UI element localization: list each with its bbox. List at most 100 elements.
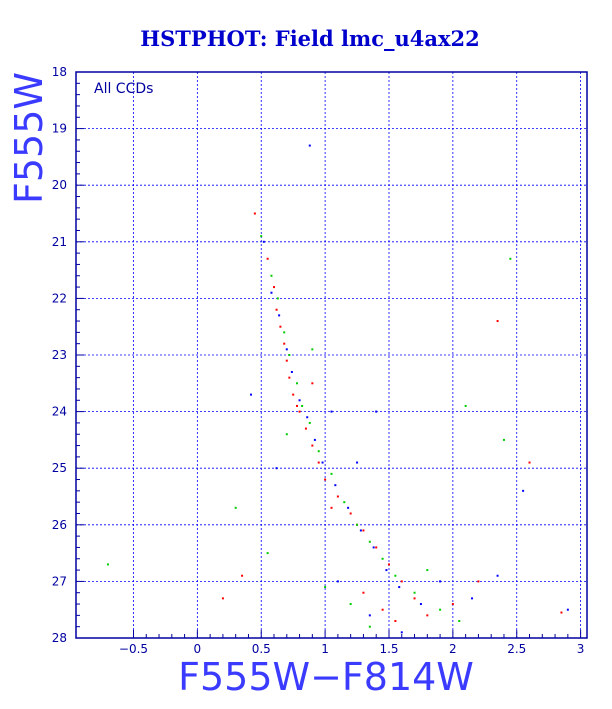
data-point — [278, 314, 281, 317]
x-tick-label: 1 — [321, 642, 329, 656]
data-point — [253, 212, 256, 215]
data-point — [458, 620, 461, 623]
x-tick-label: −0.5 — [119, 642, 148, 656]
data-point — [234, 506, 237, 509]
data-point — [387, 563, 390, 566]
data-point — [304, 427, 307, 430]
data-point — [372, 546, 375, 549]
data-point — [285, 348, 288, 351]
data-point — [285, 433, 288, 436]
data-point — [296, 382, 299, 385]
data-point — [375, 546, 378, 549]
data-point — [496, 574, 499, 577]
data-point — [306, 416, 309, 419]
data-point — [400, 580, 403, 583]
data-point — [347, 506, 350, 509]
data-point — [311, 348, 314, 351]
data-point — [349, 603, 352, 606]
data-point — [283, 331, 286, 334]
data-point — [362, 529, 365, 532]
data-point — [398, 586, 401, 589]
x-tick-label: 0.5 — [252, 642, 271, 656]
data-point — [560, 611, 563, 614]
data-point — [381, 557, 384, 560]
y-axis-label: F555W — [7, 72, 51, 204]
data-point — [106, 563, 109, 566]
data-point — [362, 591, 365, 594]
data-point — [270, 274, 273, 277]
data-point — [266, 257, 269, 260]
data-point — [394, 620, 397, 623]
data-point — [330, 506, 333, 509]
data-point — [288, 354, 291, 356]
y-tick-label: 25 — [52, 461, 67, 475]
data-point — [275, 308, 278, 311]
data-point — [296, 404, 299, 407]
data-point — [419, 603, 422, 606]
data-point — [413, 597, 416, 600]
data-point — [276, 297, 279, 300]
data-point — [368, 614, 371, 617]
y-tick-label: 19 — [52, 122, 67, 136]
plot-frame — [75, 71, 588, 639]
y-tick-label: 22 — [52, 291, 67, 305]
data-point — [400, 631, 403, 634]
data-point — [221, 597, 224, 600]
data-point — [385, 569, 388, 572]
x-tick-label: 3 — [577, 642, 585, 656]
data-point — [283, 342, 286, 345]
chart-title: HSTPHOT: Field lmc_u4ax22 — [140, 26, 479, 51]
data-point — [290, 370, 293, 373]
data-point — [343, 501, 346, 504]
data-point — [381, 608, 384, 611]
y-tick-label: 20 — [52, 178, 67, 192]
data-points — [106, 144, 569, 634]
data-point — [313, 438, 316, 441]
data-point — [285, 359, 288, 362]
data-point — [308, 421, 311, 424]
data-point — [496, 320, 499, 323]
x-tick-label: 2 — [449, 642, 457, 656]
data-point — [368, 625, 371, 628]
data-point — [439, 580, 442, 583]
data-point — [566, 608, 569, 611]
data-point — [394, 574, 397, 577]
data-point — [279, 325, 282, 328]
data-point — [270, 291, 273, 294]
data-point — [308, 144, 311, 147]
axis-ticks: −0.5 0 0.5 1 1.5 2 2.5 3 18 19 20 21 22 23 24 25 26 27 28 — [52, 65, 585, 656]
data-point — [349, 512, 352, 515]
data-point — [464, 404, 467, 407]
y-tick-label: 21 — [52, 235, 67, 249]
data-point — [288, 376, 291, 379]
data-point — [301, 404, 304, 407]
y-tick-label: 27 — [52, 574, 67, 588]
data-point — [477, 580, 480, 583]
data-point — [260, 235, 263, 238]
data-point — [250, 393, 253, 396]
data-point — [311, 444, 314, 447]
data-point — [368, 540, 371, 543]
data-point — [273, 286, 276, 289]
data-point — [359, 529, 362, 532]
data-point — [324, 478, 327, 481]
y-tick-label: 24 — [52, 405, 67, 419]
data-point — [262, 240, 265, 243]
data-point — [330, 472, 333, 475]
data-point — [266, 552, 269, 555]
data-point — [426, 569, 429, 572]
data-point — [292, 393, 295, 396]
x-axis-label: F555W−F814W — [178, 655, 474, 699]
data-point — [298, 399, 301, 402]
data-point — [356, 461, 359, 464]
x-tick-label: 1.5 — [379, 642, 398, 656]
data-point — [471, 597, 474, 600]
data-point — [522, 489, 525, 492]
y-tick-label: 28 — [52, 631, 67, 645]
data-point — [330, 410, 333, 413]
data-point — [502, 438, 505, 441]
data-point — [528, 461, 531, 464]
data-point — [509, 257, 512, 260]
y-tick-label: 23 — [52, 348, 67, 362]
